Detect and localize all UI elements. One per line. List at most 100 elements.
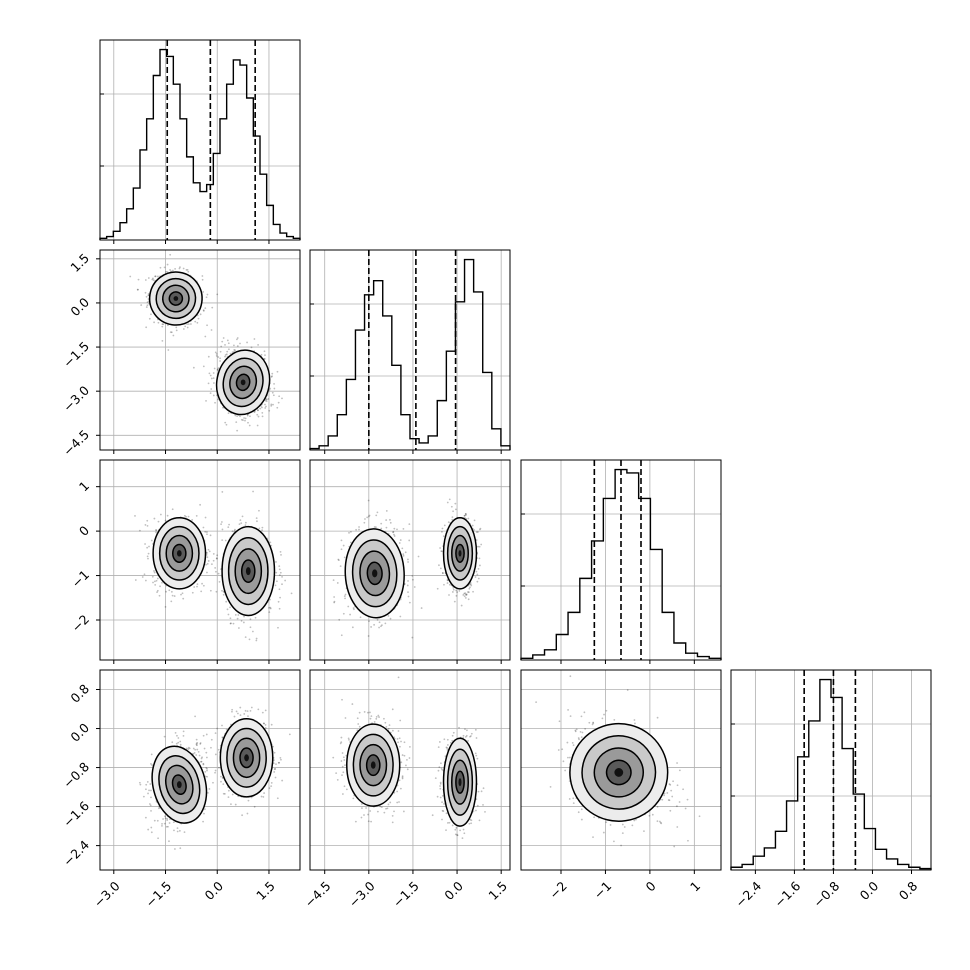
scatter-point [391, 821, 394, 824]
scatter-point [137, 288, 139, 291]
scatter-point [439, 785, 441, 787]
scatter-point [477, 531, 479, 533]
scatter-point [186, 326, 189, 329]
scatter-point [187, 323, 190, 326]
scatter-point [226, 350, 229, 353]
scatter-point [220, 523, 222, 526]
scatter-point [446, 744, 449, 746]
scatter-point [373, 721, 376, 723]
scatter-point [255, 637, 258, 640]
scatter-point [475, 539, 478, 541]
scatter-point [443, 803, 445, 805]
scatter-point [215, 355, 218, 357]
scatter-point [411, 578, 414, 581]
scatter-point [387, 615, 390, 617]
scatter-point [182, 328, 185, 330]
scatter-point [200, 760, 203, 763]
scatter-point [333, 600, 336, 603]
scatter-point [370, 715, 373, 718]
scatter-point [439, 782, 442, 785]
scatter-point [352, 797, 355, 800]
scatter-point [170, 600, 173, 603]
scatter-point [263, 792, 266, 794]
contour-line [240, 559, 256, 583]
scatter-point [153, 570, 155, 572]
scatter-point [268, 611, 271, 614]
scatter-point [380, 806, 383, 809]
scatter-point [215, 570, 217, 573]
scatter-point [455, 826, 458, 829]
scatter-point [373, 526, 376, 528]
scatter-point [196, 585, 198, 588]
scatter-point [441, 527, 444, 530]
scatter-point [145, 306, 148, 308]
scatter-point [217, 572, 220, 575]
scatter-point [404, 551, 407, 554]
scatter-point [210, 329, 213, 331]
scatter-point [557, 749, 560, 751]
scatter-point [163, 735, 166, 738]
scatter-point [236, 337, 239, 339]
scatter-point [448, 583, 451, 586]
scatter-point [333, 596, 336, 598]
scatter-point [270, 785, 273, 788]
contour-line [148, 271, 203, 326]
scatter-point [171, 508, 174, 511]
scatter-point [347, 737, 350, 740]
scatter-point [271, 375, 273, 378]
scatter-point [355, 528, 358, 531]
scatter-point [154, 275, 156, 278]
panel-2d-2-3 [520, 669, 722, 871]
scatter-point [406, 768, 409, 771]
scatter-point [161, 824, 163, 827]
scatter-point [239, 342, 241, 345]
scatter-point [341, 765, 344, 768]
panel-content [332, 676, 486, 840]
panel-2d-0-1 [99, 249, 301, 451]
scatter-point [370, 820, 372, 823]
scatter-point [196, 583, 199, 586]
scatter-point [470, 819, 473, 822]
contour-line [365, 754, 381, 777]
scatter-point [460, 604, 463, 607]
scatter-point [484, 810, 486, 813]
scatter-point [387, 727, 390, 730]
scatter-point [417, 555, 420, 558]
scatter-point [222, 406, 224, 409]
scatter-point [273, 759, 275, 762]
scatter-point [580, 818, 583, 821]
scatter-point [202, 762, 205, 765]
scatter-point [402, 810, 405, 813]
scatter-point [443, 738, 446, 741]
scatter-point [240, 522, 243, 525]
scatter-point [274, 767, 276, 770]
scatter-point [475, 754, 478, 757]
scatter-point [138, 781, 141, 784]
scatter-point [407, 580, 409, 582]
scatter-point [454, 833, 457, 836]
scatter-point [375, 715, 378, 718]
scatter-point [170, 331, 173, 334]
scatter-point [407, 595, 410, 598]
scatter-point [263, 722, 266, 725]
scatter-point [179, 266, 181, 269]
scatter-point [436, 587, 439, 590]
scatter-point [279, 596, 281, 599]
scatter-point [279, 550, 282, 553]
scatter-point [566, 741, 569, 744]
scatter-point [243, 615, 245, 618]
scatter-point [385, 725, 388, 728]
scatter-point [231, 708, 234, 711]
scatter-point [199, 313, 202, 316]
scatter-point [407, 558, 409, 561]
scatter-point [172, 334, 175, 337]
scatter-point [148, 317, 151, 320]
scatter-point [272, 762, 275, 765]
scatter-point [156, 589, 159, 592]
scatter-point [260, 795, 263, 798]
scatter-point [239, 519, 242, 522]
contour-line [232, 737, 261, 779]
scatter-point [148, 789, 150, 792]
scatter-point [227, 789, 230, 792]
scatter-point [207, 548, 210, 551]
